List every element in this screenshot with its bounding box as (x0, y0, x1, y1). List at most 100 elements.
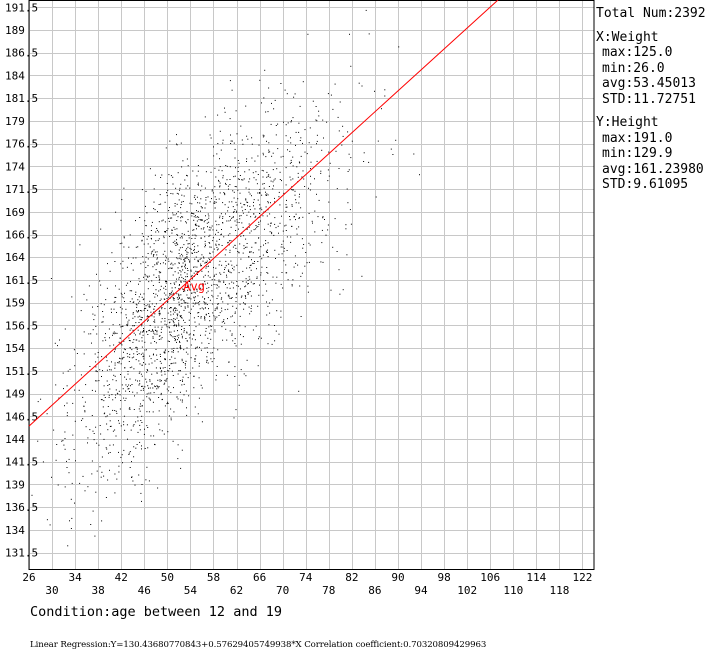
data-point (94, 353, 96, 355)
data-point (196, 271, 198, 273)
data-point (275, 258, 276, 259)
data-point (180, 280, 182, 282)
data-point (135, 447, 137, 449)
data-point (189, 187, 191, 189)
data-point (205, 328, 207, 329)
data-point (200, 237, 202, 239)
data-point (226, 165, 228, 167)
data-point (207, 271, 209, 273)
data-point (215, 244, 217, 246)
data-point (189, 284, 191, 286)
data-point (218, 238, 220, 240)
data-point (218, 281, 220, 283)
data-point (146, 212, 148, 214)
y-stats-title: Y:Height (596, 115, 659, 130)
data-point (239, 215, 241, 217)
data-point (183, 331, 185, 333)
data-point (185, 267, 186, 269)
data-point (294, 194, 296, 196)
data-point (173, 226, 175, 228)
x-tick-label: 114 (526, 571, 546, 584)
data-point (242, 281, 244, 283)
data-point (42, 461, 44, 463)
data-point (171, 229, 173, 231)
data-point (174, 240, 176, 242)
data-point (263, 187, 265, 189)
data-point (151, 315, 153, 317)
data-point (247, 202, 249, 203)
data-point (197, 316, 199, 317)
data-point (158, 279, 160, 281)
data-point (167, 301, 169, 303)
data-point (235, 409, 237, 411)
data-point (204, 243, 206, 245)
data-point (255, 325, 257, 327)
data-point (176, 134, 177, 136)
data-point (185, 360, 187, 362)
data-point (232, 287, 234, 289)
data-point (195, 302, 197, 304)
data-point (143, 243, 145, 245)
data-point (178, 325, 180, 327)
data-point (306, 262, 308, 264)
data-point (220, 213, 222, 215)
data-point (174, 340, 176, 342)
data-point (158, 276, 160, 278)
data-point (193, 216, 195, 218)
data-point (229, 233, 231, 235)
data-point (124, 301, 125, 302)
data-point (227, 206, 229, 208)
data-point (151, 373, 153, 375)
data-point (190, 308, 192, 310)
data-point (154, 333, 156, 335)
data-point (64, 486, 66, 488)
data-point (126, 386, 128, 388)
data-point (178, 199, 180, 201)
data-point (232, 315, 233, 317)
data-point (155, 277, 157, 278)
data-point (258, 144, 260, 146)
data-point (82, 396, 84, 398)
data-point (214, 319, 216, 321)
data-point (187, 230, 189, 232)
data-point (105, 339, 107, 341)
data-point (272, 188, 274, 190)
data-point (137, 431, 139, 433)
data-point (302, 142, 303, 144)
data-point (183, 281, 185, 283)
data-point (292, 117, 294, 119)
data-point (139, 363, 141, 365)
data-point (178, 322, 180, 324)
data-point (245, 198, 247, 200)
data-point (265, 194, 267, 196)
data-point (237, 166, 239, 168)
data-point (216, 240, 218, 242)
data-point (268, 174, 270, 176)
data-point (132, 325, 134, 326)
data-point (271, 231, 273, 233)
data-point (300, 137, 302, 139)
regression-line (28, 0, 499, 427)
data-point (268, 149, 270, 151)
data-point (71, 482, 73, 484)
data-point (59, 339, 60, 341)
data-point (216, 366, 218, 367)
data-point (347, 202, 349, 204)
data-point (266, 290, 268, 292)
data-point (365, 9, 367, 11)
data-point (223, 319, 225, 321)
data-point (256, 278, 258, 279)
data-point (392, 154, 394, 155)
data-point (255, 225, 257, 226)
data-point (149, 306, 151, 308)
data-point (103, 394, 105, 396)
data-point (147, 288, 149, 290)
data-point (243, 178, 245, 180)
data-point (164, 201, 166, 203)
data-point (229, 330, 231, 332)
data-point (298, 122, 300, 124)
data-point (178, 320, 180, 322)
data-point (327, 229, 329, 231)
data-point (205, 245, 206, 246)
data-point (107, 479, 109, 481)
